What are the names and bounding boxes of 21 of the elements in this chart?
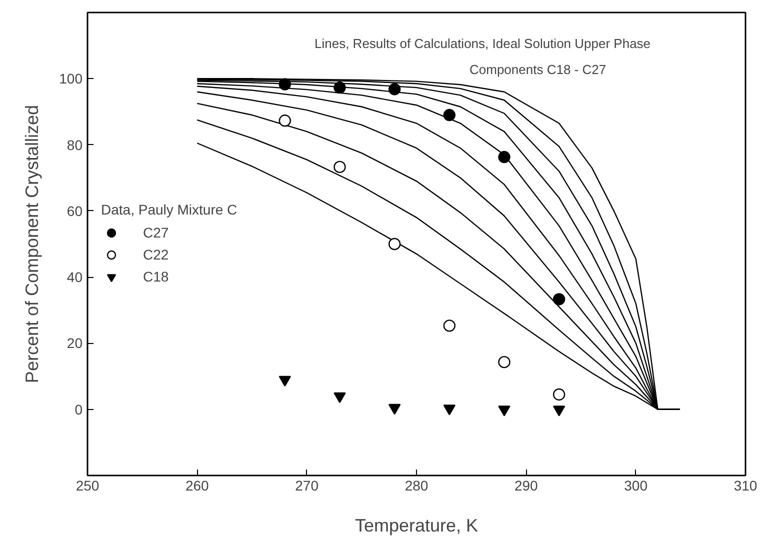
annotation: Components C18 - C27 xyxy=(470,62,606,77)
y-axis-title: Percent of Component Crystallized xyxy=(22,104,42,384)
y-tick-label: 100 xyxy=(59,70,83,87)
x-tick-label: 290 xyxy=(514,478,538,494)
annotation: Lines, Results of Calculations, Ideal Solution Upper Phase xyxy=(314,36,651,51)
y-tick-label: 20 xyxy=(66,335,83,352)
legend-title: Data, Pauly Mixture C xyxy=(101,201,238,217)
x-tick-label: 250 xyxy=(76,478,100,494)
x-tick-label: 280 xyxy=(404,478,428,494)
y-tick-label: 0 xyxy=(74,401,83,418)
legend-label: C27 xyxy=(143,224,169,240)
x-axis-title: Temperature, K xyxy=(354,516,478,536)
legend-label: C22 xyxy=(143,246,169,262)
x-tick-label: 310 xyxy=(734,478,758,494)
legend-label: C18 xyxy=(143,268,169,284)
y-tick-label: 80 xyxy=(66,136,83,153)
x-tick-label: 260 xyxy=(185,478,210,494)
y-tick-label: 60 xyxy=(66,202,83,219)
x-tick-label: 300 xyxy=(624,478,648,494)
y-tick-label: 40 xyxy=(66,269,83,286)
x-tick-label: 270 xyxy=(295,478,319,494)
